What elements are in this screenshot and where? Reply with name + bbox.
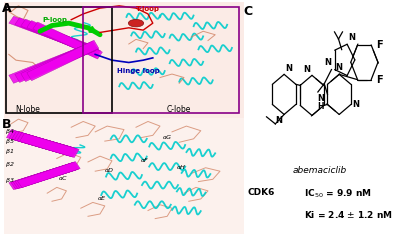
Polygon shape bbox=[20, 133, 79, 158]
Polygon shape bbox=[21, 41, 98, 82]
Text: N: N bbox=[317, 94, 324, 103]
Text: N: N bbox=[349, 33, 356, 42]
Text: β5: β5 bbox=[6, 139, 14, 144]
Polygon shape bbox=[21, 19, 99, 56]
Polygon shape bbox=[17, 162, 80, 188]
Text: β3: β3 bbox=[6, 178, 14, 183]
Text: αH: αH bbox=[177, 165, 186, 170]
Text: C-lobe: C-lobe bbox=[167, 105, 191, 114]
Text: CDK6: CDK6 bbox=[248, 188, 275, 197]
Text: αC: αC bbox=[59, 176, 68, 181]
Polygon shape bbox=[15, 162, 79, 188]
Bar bbox=[83, 7, 239, 113]
Text: N: N bbox=[276, 116, 282, 125]
Polygon shape bbox=[14, 132, 76, 156]
Text: N: N bbox=[324, 58, 332, 67]
Text: N: N bbox=[303, 65, 310, 74]
Text: αD: αD bbox=[105, 168, 114, 173]
Polygon shape bbox=[13, 162, 78, 189]
Text: abemaciclib: abemaciclib bbox=[293, 166, 347, 175]
Text: N: N bbox=[336, 63, 343, 72]
Text: Hinge loop: Hinge loop bbox=[117, 68, 160, 74]
Text: H: H bbox=[318, 102, 324, 111]
Text: F: F bbox=[376, 75, 382, 85]
Text: B: B bbox=[2, 118, 11, 131]
Text: P-loop: P-loop bbox=[42, 17, 67, 23]
Circle shape bbox=[128, 20, 144, 27]
Text: αF: αF bbox=[141, 158, 148, 163]
Text: β4: β4 bbox=[6, 129, 14, 134]
Polygon shape bbox=[9, 43, 95, 83]
Text: β2: β2 bbox=[6, 162, 14, 167]
Polygon shape bbox=[17, 133, 78, 157]
Polygon shape bbox=[27, 21, 101, 58]
Text: T-loop: T-loop bbox=[136, 6, 160, 12]
Text: αG: αG bbox=[162, 135, 172, 140]
Polygon shape bbox=[27, 40, 99, 81]
Text: N: N bbox=[352, 100, 360, 109]
Bar bbox=[6, 7, 112, 113]
Text: C: C bbox=[243, 5, 252, 18]
Polygon shape bbox=[9, 130, 73, 156]
Polygon shape bbox=[11, 163, 77, 189]
Polygon shape bbox=[33, 22, 102, 59]
Polygon shape bbox=[12, 131, 74, 156]
Text: IC$_{50}$ = 9.9 nM: IC$_{50}$ = 9.9 nM bbox=[304, 188, 372, 200]
Text: F: F bbox=[376, 40, 382, 50]
Polygon shape bbox=[6, 130, 71, 155]
Text: N: N bbox=[286, 64, 293, 73]
Polygon shape bbox=[15, 18, 97, 55]
Polygon shape bbox=[9, 16, 95, 53]
Text: Ki = 2.4 $\pm$ 1.2 nM: Ki = 2.4 $\pm$ 1.2 nM bbox=[304, 209, 393, 220]
Text: αE: αE bbox=[98, 196, 106, 202]
Text: N-lobe: N-lobe bbox=[16, 105, 40, 114]
Text: β1: β1 bbox=[6, 149, 14, 154]
Polygon shape bbox=[9, 163, 76, 190]
Text: A: A bbox=[2, 2, 11, 15]
Polygon shape bbox=[15, 42, 96, 82]
